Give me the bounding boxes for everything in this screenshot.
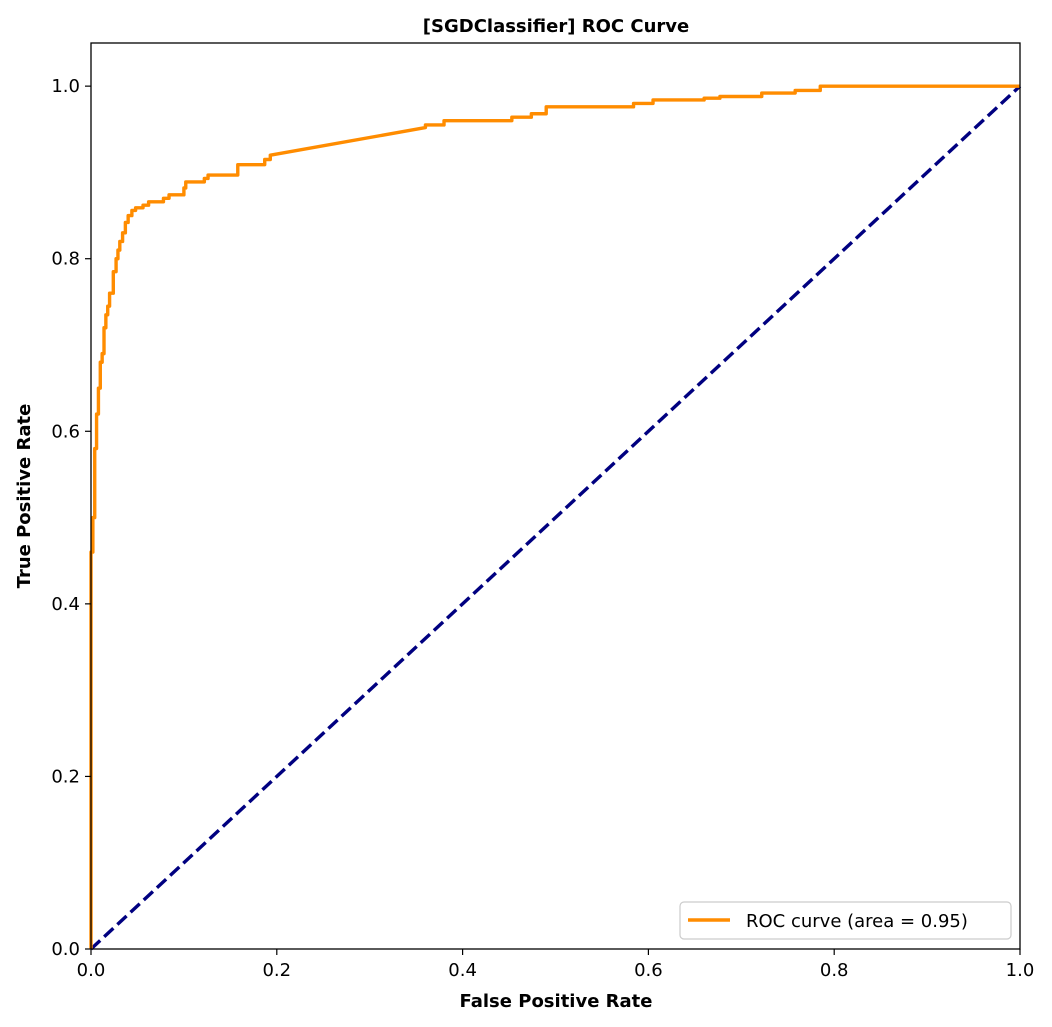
legend: ROC curve (area = 0.95) [679, 901, 1012, 940]
x-tick-label: 0.8 [820, 960, 849, 981]
x-tick-label: 0.6 [634, 960, 663, 981]
x-axis-ticks: 0.0 0.2 0.4 0.6 0.8 1.0 [77, 949, 1035, 981]
plot-area [89, 84, 1022, 951]
y-axis-label: True Positive Rate [14, 404, 35, 589]
roc-curve-line [89, 84, 1020, 949]
x-axis-label: False Positive Rate [460, 991, 653, 1012]
y-tick-label: 0.6 [51, 421, 80, 442]
y-tick-label: 0.4 [51, 594, 80, 615]
y-tick-label: 0.0 [51, 939, 80, 960]
chart-title: [SGDClassifier] ROC Curve [423, 16, 689, 37]
y-axis-ticks: 0.0 0.2 0.4 0.6 0.8 1.0 [51, 76, 91, 960]
legend-label: ROC curve (area = 0.95) [746, 911, 968, 932]
x-tick-label: 1.0 [1006, 960, 1035, 981]
y-tick-label: 0.2 [51, 766, 80, 787]
plot-frame [90, 42, 1021, 950]
chance-diagonal-line [89, 84, 1022, 951]
legend-box [679, 901, 1012, 940]
x-tick-label: 0.2 [262, 960, 291, 981]
x-tick-label: 0.4 [448, 960, 477, 981]
x-tick-label: 0.0 [77, 960, 106, 981]
y-tick-label: 0.8 [51, 249, 80, 270]
y-tick-label: 1.0 [51, 76, 80, 97]
